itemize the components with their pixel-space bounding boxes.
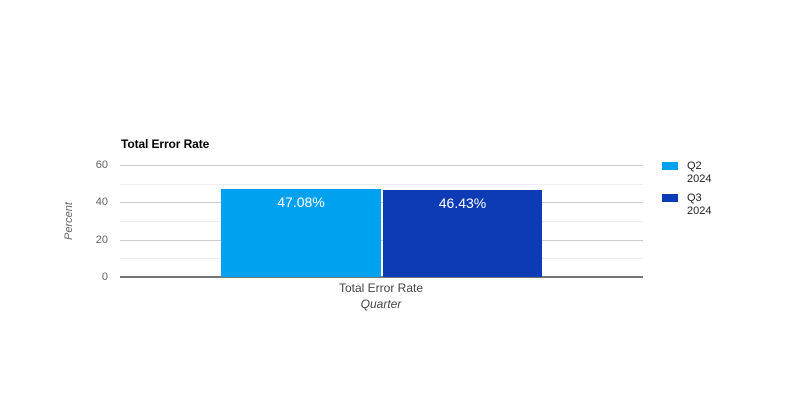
plot-area: 47.08% 46.43% — [120, 165, 643, 278]
legend-swatch-q3-icon — [662, 194, 678, 202]
legend-label-q3-line2: 2024 — [687, 205, 712, 217]
x-axis-baseline — [120, 276, 643, 278]
major-gridline — [120, 165, 643, 166]
legend-label-q2-line1: Q2 — [687, 160, 702, 172]
chart-title: Total Error Rate — [121, 137, 210, 151]
major-gridline — [120, 202, 643, 203]
major-gridline — [120, 240, 643, 241]
legend-swatch-q2-icon — [662, 162, 678, 170]
x-axis-title: Quarter — [360, 297, 402, 311]
legend-label-q2: Q2 2024 — [687, 160, 711, 186]
bar-q3-2024[interactable]: 46.43% — [383, 190, 542, 277]
legend-entry-q3-2024: Q3 2024 — [662, 192, 711, 218]
y-tick-60: 60 — [95, 159, 108, 171]
y-tick-0: 0 — [101, 271, 108, 283]
legend-label-q3: Q3 2024 — [687, 192, 711, 218]
minor-gridline — [120, 221, 643, 222]
x-category-label: Total Error Rate — [338, 281, 424, 295]
legend-label-q2-line2: 2024 — [687, 173, 712, 185]
y-tick-40: 40 — [95, 196, 108, 208]
bar-q2-2024[interactable]: 47.08% — [221, 189, 381, 277]
y-axis-title: Percent — [63, 202, 75, 240]
legend-label-q3-line1: Q3 — [687, 192, 702, 204]
y-tick-20: 20 — [95, 234, 108, 246]
bar-value-label-q2: 47.08% — [277, 194, 325, 211]
legend-entry-q2-2024: Q2 2024 — [662, 160, 711, 186]
minor-gridline — [120, 258, 643, 259]
minor-gridline — [120, 184, 643, 185]
bar-value-label-q3: 46.43% — [438, 195, 487, 212]
